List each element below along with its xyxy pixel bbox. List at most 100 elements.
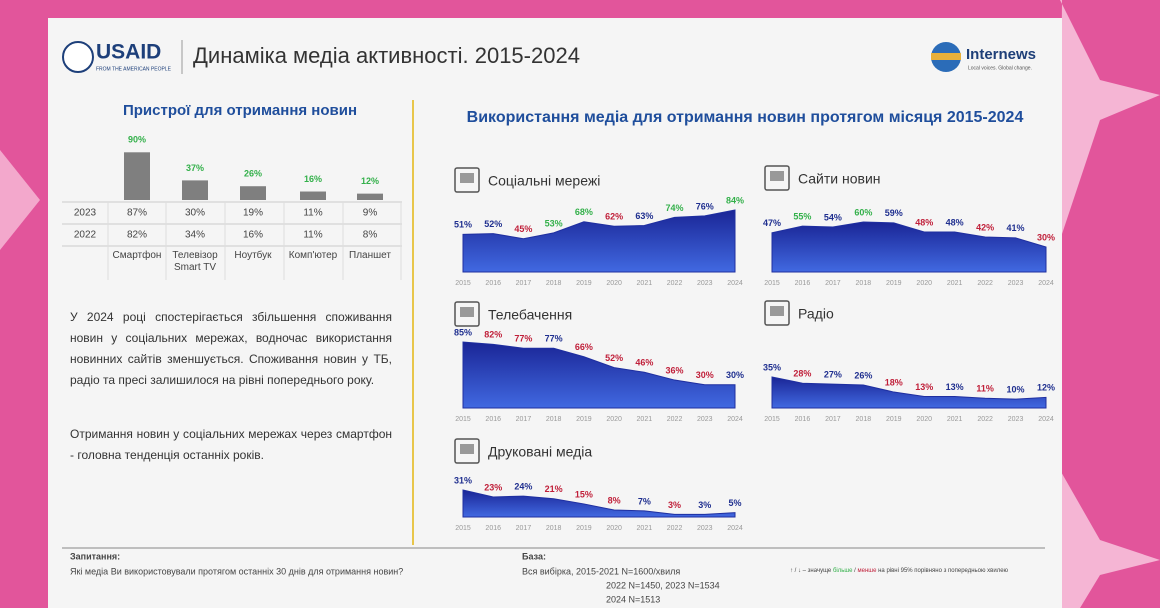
value-label: 77% [545,334,563,344]
area [462,341,736,409]
value-label: 60% [854,207,872,217]
value-label: 7% [638,496,651,506]
category-label: Телевізор Smart TV [172,250,218,273]
x-tick-label: 2021 [637,280,653,287]
value-label: 12% [361,176,379,186]
x-tick-label: 2024 [727,280,743,287]
value-label: 27% [824,369,842,379]
x-tick-label: 2017 [516,280,532,287]
value-label: 90% [128,135,146,145]
row-label: 2023 [74,208,97,219]
x-tick-label: 2020 [916,416,932,423]
table-cell: 87% [127,208,147,219]
value-label: 26% [854,370,872,380]
category-label: Ноутбук [234,250,272,261]
x-tick-label: 2019 [576,416,592,423]
value-label: 41% [1007,223,1025,233]
x-tick-label: 2022 [667,416,683,423]
x-tick-label: 2022 [977,416,993,423]
x-tick-label: 2017 [516,525,532,532]
x-tick-label: 2024 [727,525,743,532]
value-label: 26% [244,169,262,179]
value-label: 18% [885,377,903,387]
media-icon [764,165,790,191]
footer-note: ↑ / ↓ – значуще більше / менше на рівні … [790,568,1009,574]
value-label: 8% [608,495,621,505]
bar [124,152,150,200]
area [462,489,736,518]
value-label: 59% [885,208,903,218]
x-tick-label: 2019 [576,280,592,287]
table-cell: 19% [243,208,263,219]
footer-question: Які медіа Ви використовували протягом ос… [70,566,403,576]
media-icon [454,301,480,327]
x-tick-label: 2016 [795,416,811,423]
value-label: 63% [635,211,653,221]
category-label: Комп'ютер [288,250,338,261]
paragraph: У 2024 році спостерігається збільшення с… [70,310,392,387]
category-label: Смартфон [112,250,162,261]
x-tick-label: 2020 [606,416,622,423]
area [771,376,1047,409]
bg-star [1060,0,1160,240]
x-tick-label: 2018 [546,280,562,287]
x-tick-label: 2021 [947,416,963,423]
x-tick-label: 2017 [825,280,841,287]
value-label: 48% [946,217,964,227]
value-label: 30% [696,370,714,380]
table-cell: 82% [127,230,147,241]
footer-base: Вся вибірка, 2015-2021 N=1600/хвиля [522,566,680,576]
note-part: / [853,568,858,574]
x-tick-label: 2020 [916,280,932,287]
value-label: 23% [484,482,502,492]
x-tick-label: 2021 [637,416,653,423]
x-tick-label: 2016 [485,416,501,423]
usaid-seal [62,41,94,73]
value-label: 66% [575,342,593,352]
x-tick-label: 2024 [727,416,743,423]
x-tick-label: 2023 [697,525,713,532]
x-tick-label: 2015 [764,416,780,423]
value-label: 52% [605,353,623,363]
x-tick-label: 2022 [977,280,993,287]
media-icon-inner [460,307,474,317]
bar [300,191,326,200]
value-label: 3% [698,500,711,510]
x-tick-label: 2015 [455,416,471,423]
value-label: 52% [484,219,502,229]
value-label: 68% [575,207,593,217]
value-label: 84% [726,195,744,205]
table-cell: 16% [243,230,263,241]
x-tick-label: 2021 [947,280,963,287]
media-icon-inner [460,444,474,454]
x-tick-label: 2017 [516,416,532,423]
value-label: 31% [454,475,472,485]
value-label: 46% [635,358,653,368]
footer-base: 2024 N=1513 [606,594,660,604]
value-label: 35% [763,362,781,372]
x-tick-label: 2019 [886,280,902,287]
internews-globe-band [931,53,961,60]
value-label: 82% [484,330,502,340]
value-label: 85% [454,327,472,337]
value-label: 13% [946,382,964,392]
value-label: 5% [728,498,741,508]
value-label: 45% [514,224,532,234]
x-tick-label: 2020 [606,525,622,532]
table-cell: 11% [303,230,322,241]
x-tick-label: 2023 [1008,416,1024,423]
value-label: 48% [915,217,933,227]
media-icon [454,167,480,193]
x-tick-label: 2015 [455,280,471,287]
table-cell: 30% [185,208,205,219]
x-tick-label: 2024 [1038,416,1054,423]
value-label: 3% [668,500,681,510]
x-tick-label: 2016 [485,280,501,287]
note-part: на рівні 95% порівняно з попередньою хви… [876,568,1008,574]
x-tick-label: 2018 [856,416,872,423]
x-tick-label: 2017 [825,416,841,423]
chart-title: Друковані медіа [488,444,592,460]
value-label: 15% [575,489,593,499]
media-icon-inner [460,173,474,183]
value-label: 36% [666,365,684,375]
